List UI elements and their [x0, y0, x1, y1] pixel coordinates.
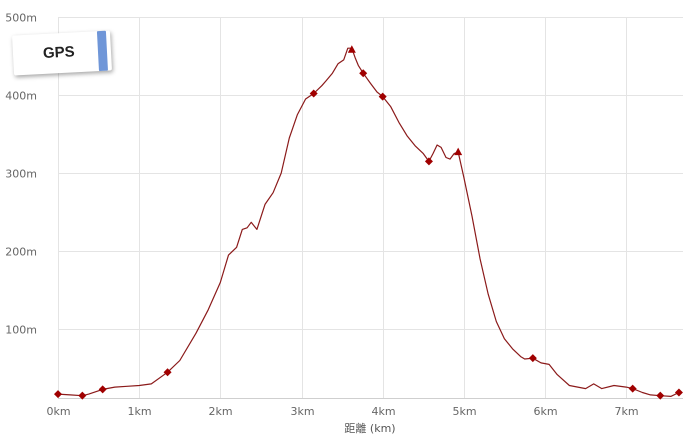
y-tick-label: 200m — [5, 246, 37, 259]
elevation-series — [57, 47, 680, 397]
triangle-marker — [454, 147, 463, 156]
x-tick-label: 0km — [46, 405, 70, 418]
diamond-marker — [424, 157, 433, 166]
y-tick-label: 300m — [5, 168, 37, 181]
y-axis-ticks: 100m 200m 300m 400m 500m — [5, 12, 37, 337]
badge-stripe — [96, 30, 108, 72]
y-tick-label: 500m — [5, 12, 37, 25]
x-tick-label: 4km — [371, 405, 395, 418]
x-tick-label: 7km — [614, 405, 638, 418]
diamond-marker — [98, 385, 107, 394]
gps-badge[interactable]: GPS — [12, 30, 112, 76]
diamond-marker — [656, 391, 665, 400]
x-tick-label: 6km — [533, 405, 557, 418]
diamond-marker — [309, 89, 318, 98]
x-tick-label: 2km — [208, 405, 232, 418]
x-tick-label: 3km — [290, 405, 314, 418]
diamond-marker — [163, 368, 172, 377]
y-tick-label: 100m — [5, 324, 37, 337]
triangle-marker — [347, 45, 356, 53]
x-axis-title: 距離 (km) — [344, 421, 395, 435]
elevation-line — [57, 47, 680, 397]
diamond-marker — [54, 390, 62, 399]
diamond-marker — [628, 384, 637, 393]
x-tick-label: 1km — [127, 405, 151, 418]
chart-grid — [58, 17, 683, 399]
diamond-marker — [78, 391, 87, 400]
gps-badge-label: GPS — [42, 43, 76, 62]
y-tick-label: 400m — [5, 90, 37, 103]
waypoint-markers — [54, 45, 683, 400]
diamond-marker — [674, 388, 683, 397]
diamond-marker — [359, 69, 368, 78]
x-axis-ticks: 0km 1km 2km 3km 4km 5km 6km 7km — [46, 405, 638, 418]
x-tick-label: 5km — [452, 405, 476, 418]
diamond-marker — [528, 354, 537, 363]
diamond-marker — [378, 92, 387, 101]
